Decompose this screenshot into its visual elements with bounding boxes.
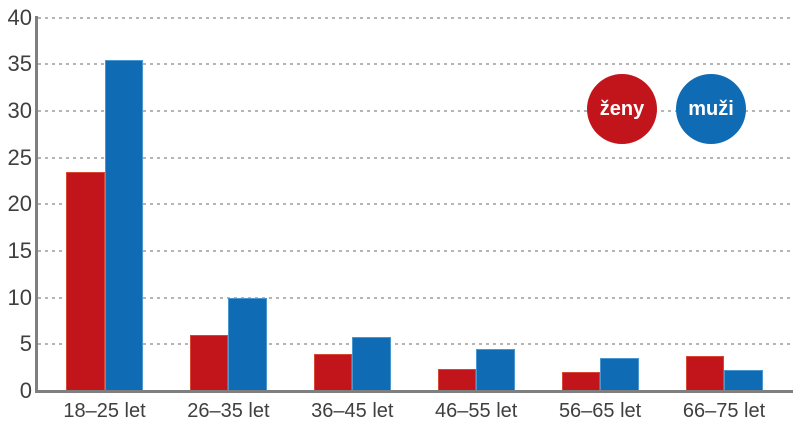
gridline-5 <box>38 343 793 346</box>
y-tick-label-30: 30 <box>7 98 32 124</box>
y-tick-label-25: 25 <box>7 144 32 170</box>
bar-ženy-66–75 let <box>685 356 724 392</box>
bar-ženy-26–35 let <box>189 335 229 392</box>
y-tick-label-10: 10 <box>7 284 32 310</box>
x-axis-line <box>35 390 793 393</box>
x-tick-label-5: 56–65 let <box>558 400 642 422</box>
y-axis-line <box>35 16 38 393</box>
x-tick-label-1: 18–25 let <box>63 400 146 422</box>
bar-muži-36–45 let <box>352 336 391 392</box>
bar-muži-56–65 let <box>600 358 639 392</box>
bar-muži-66–75 let <box>724 370 763 392</box>
gridline-10 <box>38 296 793 299</box>
bar-muži-46–55 let <box>476 349 515 392</box>
bar-muži-26–35 let <box>228 297 267 392</box>
x-tick-label-4: 46–55 let <box>435 400 518 422</box>
gridline-25 <box>38 156 793 159</box>
legend-label-muzi: muži <box>688 97 734 120</box>
legend-item-muzi: muži <box>676 74 746 144</box>
y-tick-label-35: 35 <box>7 51 32 77</box>
bar-ženy-46–55 let <box>437 368 477 392</box>
gridline-40 <box>38 16 793 19</box>
y-tick-label-0: 0 <box>19 378 32 403</box>
legend: ženy muži <box>587 74 746 144</box>
legend-label-zeny: ženy <box>599 97 645 120</box>
y-tick-label-15: 15 <box>7 238 32 263</box>
gridline-20 <box>38 203 793 206</box>
x-tick-label-3: 36–45 let <box>311 400 394 422</box>
gridline-35 <box>38 63 793 66</box>
legend-item-zeny: ženy <box>587 74 657 144</box>
bar-muži-18–25 let <box>104 59 143 392</box>
y-tick-label-5: 5 <box>19 331 32 357</box>
bar-ženy-18–25 let <box>66 171 105 392</box>
x-tick-label-6: 66–75 let <box>682 400 766 422</box>
x-tick-label-2: 26–35 let <box>187 400 270 422</box>
gridline-15 <box>38 250 793 252</box>
gridline-30 <box>38 110 793 113</box>
y-tick-label-20: 20 <box>7 191 32 217</box>
y-tick-label-40: 40 <box>7 4 32 30</box>
bar-ženy-56–65 let <box>561 372 601 392</box>
bar-ženy-36–45 let <box>313 353 353 392</box>
